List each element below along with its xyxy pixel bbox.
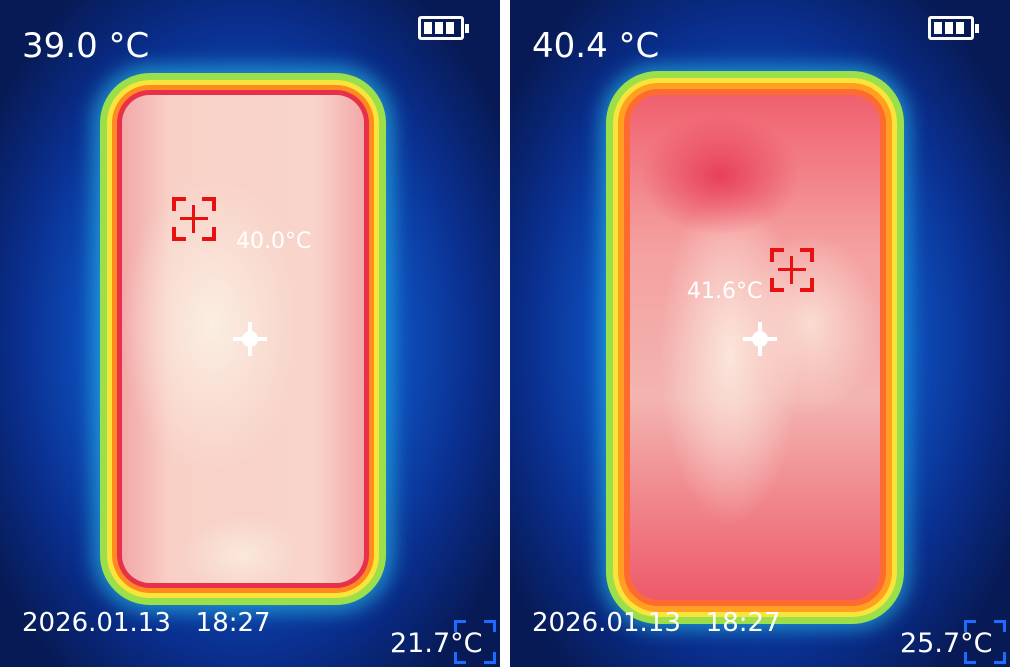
date: 2026.01.13	[532, 608, 681, 638]
time: 18:27	[705, 608, 781, 638]
measure-frame-icon	[454, 620, 496, 664]
hotspot-marker-icon	[770, 248, 814, 292]
phone-thermal-image	[630, 95, 880, 600]
center-crosshair-icon	[233, 322, 267, 356]
center-crosshair-icon	[743, 322, 777, 356]
hotspot-marker-icon	[172, 197, 216, 241]
timestamp: 2026.01.13 18:27	[532, 608, 781, 638]
measure-frame-icon	[964, 620, 1006, 664]
time: 18:27	[195, 608, 271, 638]
date: 2026.01.13	[22, 608, 171, 638]
center-temperature: 39.0 °C	[22, 26, 150, 66]
timestamp: 2026.01.13 18:27	[22, 608, 271, 638]
min-temperature: 25.7°C	[900, 628, 993, 659]
thermal-panel-right: 40.4 °C 41.6°C 2026.01.13 18:27 25.7°C	[510, 0, 1010, 667]
min-temperature: 21.7°C	[390, 628, 483, 659]
battery-icon	[928, 16, 979, 40]
thermal-panel-left: 39.0 °C 40.0°C 2026.01.13 18:27 21.7°C	[0, 0, 500, 667]
hotspot-temperature: 40.0°C	[236, 229, 312, 254]
battery-icon	[418, 16, 469, 40]
center-temperature: 40.4 °C	[532, 26, 660, 66]
hotspot-temperature: 41.6°C	[687, 279, 763, 304]
